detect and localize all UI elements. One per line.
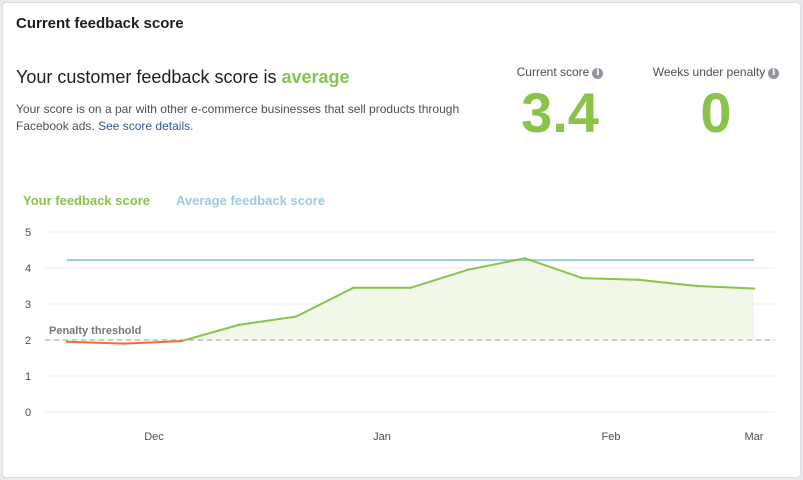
score-point	[752, 287, 756, 290]
y-tick-label: 2	[25, 335, 31, 347]
current-score-label: Current score	[516, 65, 590, 79]
headline-text: Your customer feedback score is	[16, 67, 282, 87]
description-text: Your score is on a par with other e-comm…	[16, 102, 460, 133]
current-score-value: 3.4	[521, 81, 599, 144]
y-tick-label: 3	[25, 299, 31, 311]
score-area	[181, 258, 754, 342]
score-point	[409, 286, 412, 289]
score-point	[65, 340, 69, 343]
y-tick-label: 4	[25, 263, 31, 275]
weeks-under-penalty-label: Weeks under penalty	[652, 65, 766, 79]
score-grade: average	[281, 67, 350, 87]
current-score-stat: Current score i 3.4	[495, 65, 625, 145]
see-score-details-link[interactable]: See score details.	[98, 119, 194, 133]
weeks-under-penalty-stat: Weeks under penalty i 0	[651, 65, 781, 145]
score-point	[237, 323, 240, 327]
penalty-threshold-label: Penalty threshold	[49, 325, 141, 337]
x-tick-label: Dec	[144, 431, 164, 443]
x-tick-label: Jan	[373, 431, 391, 443]
score-point	[294, 315, 298, 318]
weeks-label-row: Weeks under penalty i	[651, 65, 781, 79]
score-point	[638, 278, 641, 282]
info-icon[interactable]: i	[768, 68, 780, 79]
x-tick-label: Feb	[602, 431, 621, 443]
legend-average-feedback-score[interactable]: Average feedback score	[176, 193, 326, 208]
score-point	[352, 286, 355, 289]
score-point	[523, 257, 527, 260]
y-tick-label: 0	[25, 407, 31, 419]
y-tick-label: 5	[25, 227, 31, 239]
score-point	[581, 276, 584, 280]
current-score-label-row: Current score i	[495, 65, 625, 79]
card-title: Current feedback score	[16, 15, 184, 32]
info-icon[interactable]: i	[592, 68, 604, 79]
score-description: Your score is on a par with other e-comm…	[16, 101, 486, 135]
legend-your-feedback-score[interactable]: Your feedback score	[23, 193, 150, 208]
score-point	[695, 284, 698, 288]
score-point	[466, 268, 469, 271]
score-headline: Your customer feedback score is average	[16, 67, 350, 88]
y-tick-label: 1	[25, 371, 31, 383]
score-point	[180, 339, 183, 343]
x-tick-label: Mar	[745, 431, 764, 443]
score-point	[123, 342, 126, 345]
weeks-under-penalty-value: 0	[700, 81, 732, 144]
